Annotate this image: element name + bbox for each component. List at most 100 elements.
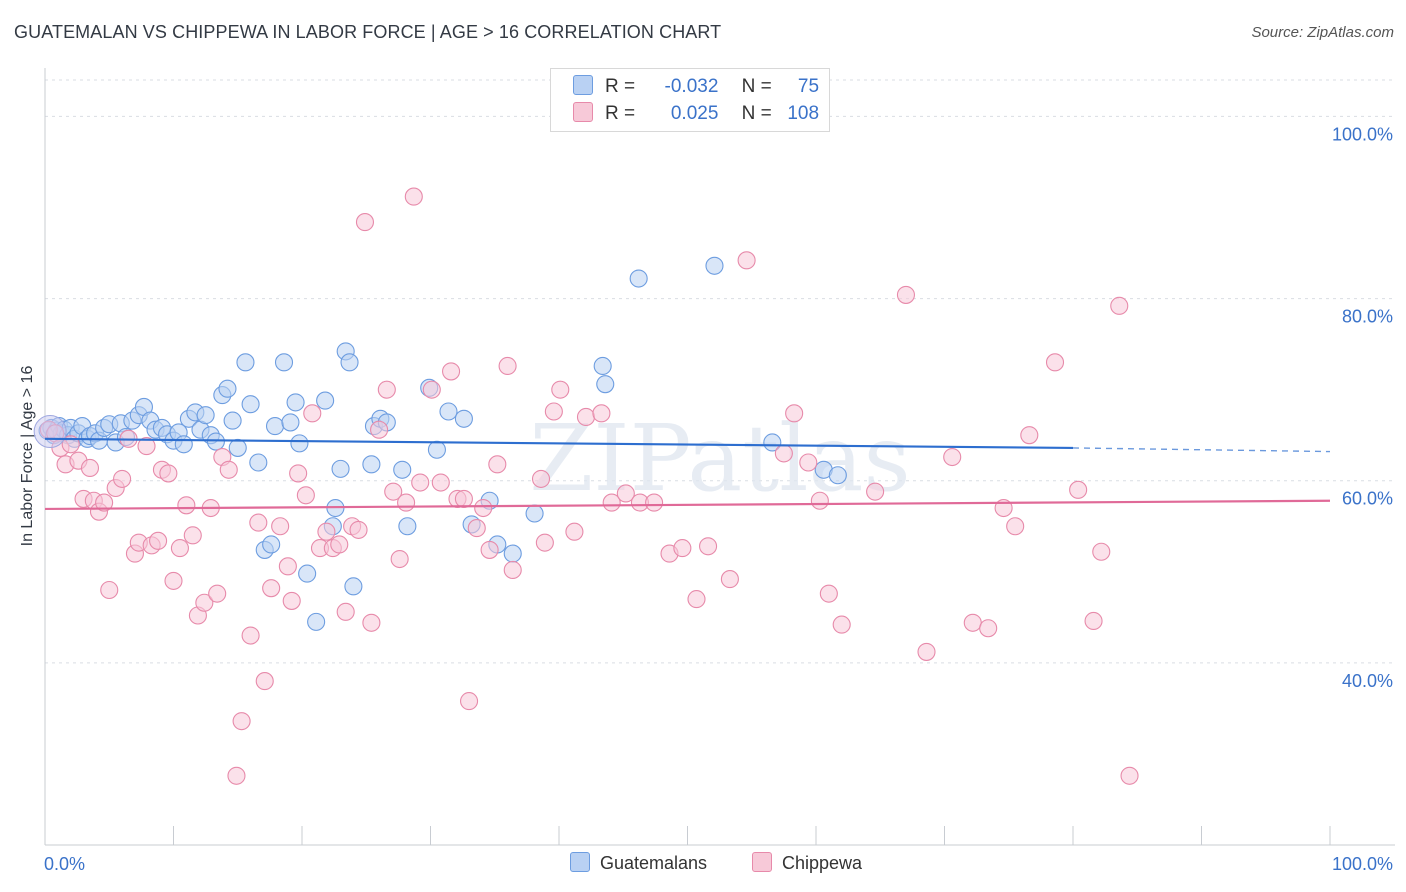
- legend-r-value: -0.032: [664, 76, 719, 97]
- y-tick-label: 100.0%: [1332, 124, 1393, 144]
- chippewa-point: [1006, 517, 1025, 536]
- chippewa-point: [95, 493, 114, 512]
- chippewa-point: [896, 285, 916, 304]
- guatemalans-point: [228, 438, 247, 457]
- legend-r-label: R =: [605, 103, 636, 124]
- watermark-text: ZIPatlas: [529, 405, 910, 512]
- legend-n-value: 75: [797, 76, 820, 97]
- chippewa-point: [488, 455, 507, 474]
- chippewa-point: [1020, 426, 1039, 445]
- chippewa-point: [330, 535, 349, 554]
- chippewa-point: [397, 493, 416, 512]
- chippewa-point: [1084, 611, 1103, 631]
- chippewa-point: [195, 593, 214, 612]
- chippewa-point: [799, 453, 818, 472]
- bottom-legend-chippewa: Chippewa: [752, 852, 862, 874]
- chippewa-point: [317, 522, 336, 541]
- y-tick-label: 60.0%: [1342, 489, 1393, 509]
- chippewa-point: [411, 473, 430, 492]
- guatemalans-point: [362, 455, 381, 474]
- legend-n-label: N =: [741, 76, 772, 97]
- chippewa-point: [282, 591, 301, 610]
- legend-r-label: R =: [605, 76, 636, 97]
- chippewa-point: [149, 531, 168, 550]
- chippewa-point: [616, 484, 635, 503]
- chippewa-point: [159, 464, 178, 483]
- guatemalans-trend-extension: [1072, 447, 1331, 453]
- legend-r-value: 0.025: [670, 103, 719, 124]
- chippewa-point: [737, 251, 756, 270]
- chippewa-point: [503, 560, 522, 580]
- chippewa-point: [390, 549, 409, 569]
- chippewa-point: [137, 437, 156, 456]
- guatemalans-point: [174, 435, 193, 454]
- guatemalans-point: [398, 517, 417, 536]
- guatemalans-point: [629, 269, 648, 288]
- bottom-legend-swatch-guatemalans: [570, 852, 590, 872]
- chippewa-point: [278, 557, 297, 576]
- guatemalans-trend-line: [44, 437, 1074, 450]
- chippewa-point: [384, 482, 403, 501]
- chippewa-point: [241, 626, 260, 645]
- y-tick-label: 40.0%: [1342, 671, 1393, 691]
- chippewa-point: [1092, 542, 1111, 561]
- guatemalans-point: [236, 353, 255, 372]
- chippewa-point: [531, 469, 551, 488]
- chippewa-point: [431, 473, 450, 492]
- legend-row-chippewa: R = 0.025 N = 108: [573, 102, 819, 128]
- cluster-point: [33, 415, 67, 449]
- chippewa-point: [474, 498, 493, 518]
- chippewa-point: [720, 570, 739, 589]
- chippewa-point: [100, 580, 119, 600]
- chippewa-point: [442, 362, 461, 381]
- chippewa-point: [349, 520, 368, 539]
- chippewa-point: [303, 404, 322, 423]
- chippewa-point: [576, 407, 596, 427]
- trend-lines: [44, 437, 1331, 511]
- x-tick-label-max: 100.0%: [1332, 854, 1393, 874]
- chippewa-point: [943, 447, 962, 467]
- guatemalans-point: [249, 453, 268, 472]
- chippewa-point: [170, 539, 189, 558]
- guatemalans-point: [206, 432, 225, 451]
- watermark: ZIPatlas: [529, 405, 910, 512]
- chippewa-point: [208, 584, 227, 603]
- chippewa-point: [467, 519, 486, 538]
- chippewa-point: [673, 539, 692, 558]
- chippewa-point: [592, 404, 611, 423]
- guatemalans-point: [307, 612, 326, 631]
- guatemalans-point: [274, 353, 294, 372]
- chippewa-point: [113, 469, 132, 488]
- chippewa-point: [498, 356, 517, 376]
- chippewa-point: [271, 517, 290, 536]
- chippewa-point: [774, 444, 793, 463]
- bottom-legend-label: Guatemalans: [600, 853, 708, 873]
- chippewa-trend-line: [44, 499, 1331, 511]
- chippewa-point: [422, 380, 441, 399]
- legend-swatch-guatemalans: [573, 75, 593, 95]
- chippewa-point: [355, 213, 375, 232]
- chippewa-point: [1110, 296, 1129, 315]
- chippewa-point: [370, 420, 389, 439]
- chippewa-point: [699, 537, 718, 556]
- chippewa-point: [177, 496, 196, 515]
- chippewa-point: [544, 402, 563, 421]
- chippewa-point: [687, 590, 706, 609]
- legend-swatch-chippewa: [573, 102, 593, 122]
- legend-row-guatemalans: R = -0.032 N = 75: [573, 75, 819, 101]
- tick-labels: 40.0% 60.0% 80.0% 100.0% 0.0% 100.0%: [44, 124, 1393, 874]
- guatemalans-point: [223, 411, 242, 430]
- guatemalans-point: [286, 393, 305, 412]
- chippewa-point: [459, 692, 479, 711]
- chippewa-point: [362, 613, 381, 632]
- guatemalans-point: [290, 434, 309, 453]
- guatemalans-point: [454, 409, 473, 428]
- y-tick-label: 80.0%: [1342, 307, 1393, 327]
- chippewa-point: [645, 493, 664, 512]
- chippewa-point: [963, 613, 982, 632]
- chippewa-point: [1120, 766, 1139, 785]
- guatemalans-point: [331, 459, 350, 478]
- chippewa-point: [404, 187, 423, 206]
- chippewa-point: [866, 482, 885, 501]
